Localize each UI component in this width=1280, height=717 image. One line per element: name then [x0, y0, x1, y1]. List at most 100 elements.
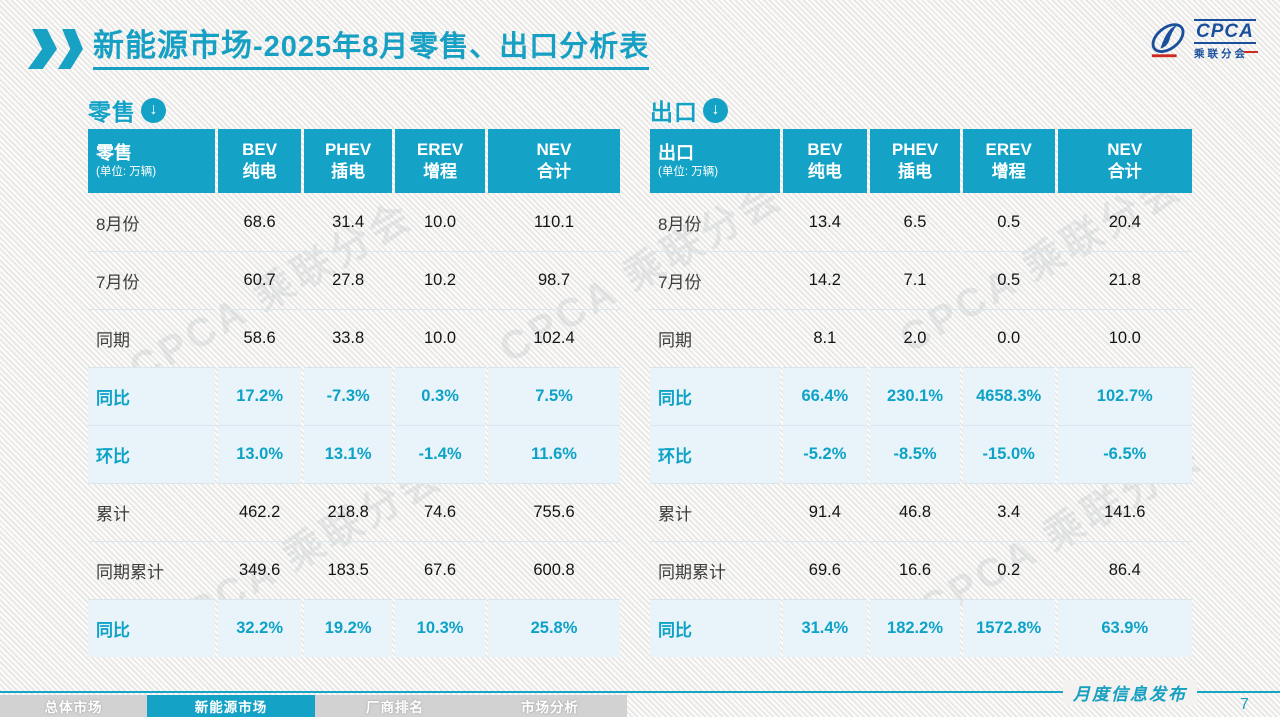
table-cell: 7.5%	[488, 367, 620, 425]
row-label: 同比	[88, 367, 216, 425]
table-cell: 19.2%	[304, 599, 393, 657]
table-cell: -5.2%	[782, 425, 868, 483]
table-corner-cell: 零售 (单位: 万辆)	[88, 129, 216, 193]
table-cell: 183.5	[304, 541, 393, 599]
page-title-bold: 新能源市场	[93, 28, 253, 63]
row-label: 8月份	[658, 214, 702, 234]
table-cell: 102.4	[488, 309, 620, 367]
table-row: 同比 66.4% 230.1% 4658.3% 102.7%	[650, 367, 1192, 425]
table-row: 8月份 68.6 31.4 10.0 110.1	[88, 193, 620, 251]
table-cell: 67.6	[395, 541, 486, 599]
row-label: 环比	[650, 425, 780, 483]
table-cell: 25.8%	[488, 599, 620, 657]
table-header-row: 出口 (单位: 万辆) BEV 纯电 PHEV 插电 EREV 增程 NEV 合计	[650, 129, 1192, 193]
table-cell: 46.8	[870, 483, 960, 541]
table-cell: 58.6	[218, 309, 302, 367]
table-body: 8月份 13.4 6.5 0.5 20.4 7月份 14.2 7.1 0.5 21.8 同期 8.1 2…	[650, 193, 1192, 657]
down-arrow-icon: ↓	[703, 97, 728, 123]
table-cell: 68.6	[243, 212, 276, 231]
table-cell: 755.6	[488, 483, 620, 541]
table-row: 7月份 14.2 7.1 0.5 21.8	[650, 251, 1192, 309]
section-header: 零售 ↓	[88, 96, 620, 125]
export-table-section: 出口 ↓ 出口 (单位: 万辆) BEV 纯电 PHEV 插电 EREV 增程 NEV 合计 8月…	[650, 96, 1192, 657]
table-cell: 14.2	[782, 251, 868, 309]
column-header: NEV 合计	[1057, 129, 1192, 193]
table-cell: 349.6	[218, 541, 302, 599]
page-title: 新能源市场-2025年8月零售、出口分析表	[93, 28, 650, 70]
table-cell: 0.0	[962, 309, 1055, 367]
table-cell: 33.8	[304, 309, 393, 367]
table-cell: 69.6	[782, 541, 868, 599]
row-label: 同比	[88, 599, 216, 657]
table-cell: 230.1%	[870, 367, 960, 425]
row-label: 同期	[88, 309, 216, 367]
release-label: 月度信息发布	[1063, 680, 1197, 705]
column-header: BEV 纯电	[782, 129, 868, 193]
table-row: 同比 32.2% 19.2% 10.3% 25.8%	[88, 599, 620, 657]
section-label-text: 出口	[650, 99, 698, 125]
table-cell: 218.8	[304, 483, 393, 541]
table-cell: 462.2	[218, 483, 302, 541]
table-cell: 102.7%	[1057, 367, 1192, 425]
table-cell: 27.8	[304, 251, 393, 309]
row-label: 同比	[650, 367, 780, 425]
footer-divider	[0, 691, 1280, 693]
table-cell: 10.0	[1057, 309, 1192, 367]
table-cell: 0.2	[962, 541, 1055, 599]
red-accent	[1243, 51, 1258, 54]
row-label: 累计	[88, 483, 216, 541]
table-row: 同期累计 349.6 183.5 67.6 600.8	[88, 541, 620, 599]
column-header: EREV 增程	[962, 129, 1055, 193]
table-row: 累计 462.2 218.8 74.6 755.6	[88, 483, 620, 541]
table-cell: 10.0	[424, 212, 457, 231]
table-cell: 0.5	[997, 212, 1021, 231]
table-cell: -1.4%	[395, 425, 486, 483]
table-cell: 20.4	[1108, 212, 1141, 231]
table-cell: 60.7	[218, 251, 302, 309]
table-cell: 91.4	[782, 483, 868, 541]
table-cell: 63.9%	[1057, 599, 1192, 657]
table-cell: 8.1	[782, 309, 868, 367]
table-row: 8月份 13.4 6.5 0.5 20.4	[650, 193, 1192, 251]
table-row: 同期累计 69.6 16.6 0.2 86.4	[650, 541, 1192, 599]
table-cell: 4658.3%	[962, 367, 1055, 425]
column-header: PHEV 插电	[304, 129, 393, 193]
table-cell: 16.6	[870, 541, 960, 599]
table-cell: 32.2%	[218, 599, 302, 657]
table-row: 7月份 60.7 27.8 10.2 98.7	[88, 251, 620, 309]
chevron-icon	[58, 29, 85, 69]
table-row: 环比 -5.2% -8.5% -15.0% -6.5%	[650, 425, 1192, 483]
nav-tab[interactable]: 市场分析	[521, 700, 579, 715]
nav-tab[interactable]: 厂商排名	[366, 700, 424, 715]
row-label: 同比	[650, 599, 780, 657]
nav-tab[interactable]: 总体市场	[44, 700, 103, 715]
column-header: PHEV 插电	[870, 129, 960, 193]
cpca-logo: CPCA 乘联分会	[1148, 18, 1266, 62]
section-header: 出口 ↓	[650, 96, 1192, 125]
row-label: 同期累计	[650, 541, 780, 599]
row-label: 7月份	[650, 251, 780, 309]
table-cell: 10.2	[395, 251, 486, 309]
section-label-text: 零售	[88, 99, 136, 125]
table-row: 同比 31.4% 182.2% 1572.8% 63.9%	[650, 599, 1192, 657]
table-cell: 3.4	[962, 483, 1055, 541]
cpca-logo-subtext: 乘联分会	[1194, 46, 1258, 61]
table-cell: -7.3%	[304, 367, 393, 425]
page-title-rest: -2025年8月零售、出口分析表	[253, 31, 650, 63]
table-cell: 10.3%	[395, 599, 486, 657]
cpca-swoosh-icon	[1151, 23, 1185, 58]
page-header: 新能源市场-2025年8月零售、出口分析表	[30, 28, 650, 70]
cpca-logo-text: CPCA 乘联分会	[1194, 18, 1258, 62]
table-cell: 13.0%	[218, 425, 302, 483]
table-row: 环比 13.0% 13.1% -1.4% 11.6%	[88, 425, 620, 483]
table-cell: 31.4	[332, 212, 365, 231]
table-cell: 74.6	[395, 483, 486, 541]
row-label: 环比	[88, 425, 216, 483]
nav-tab[interactable]: 新能源市场	[147, 695, 315, 717]
table-row: 累计 91.4 46.8 3.4 141.6	[650, 483, 1192, 541]
bottom-nav: 总体市场 新能源市场 厂商排名 市场分析	[0, 695, 627, 717]
table-cell: 0.5	[962, 251, 1055, 309]
table-cell: 98.7	[488, 251, 620, 309]
table-cell: 600.8	[488, 541, 620, 599]
